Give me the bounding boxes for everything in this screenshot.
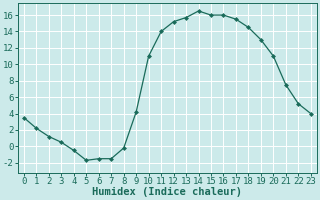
X-axis label: Humidex (Indice chaleur): Humidex (Indice chaleur) [92, 187, 242, 197]
